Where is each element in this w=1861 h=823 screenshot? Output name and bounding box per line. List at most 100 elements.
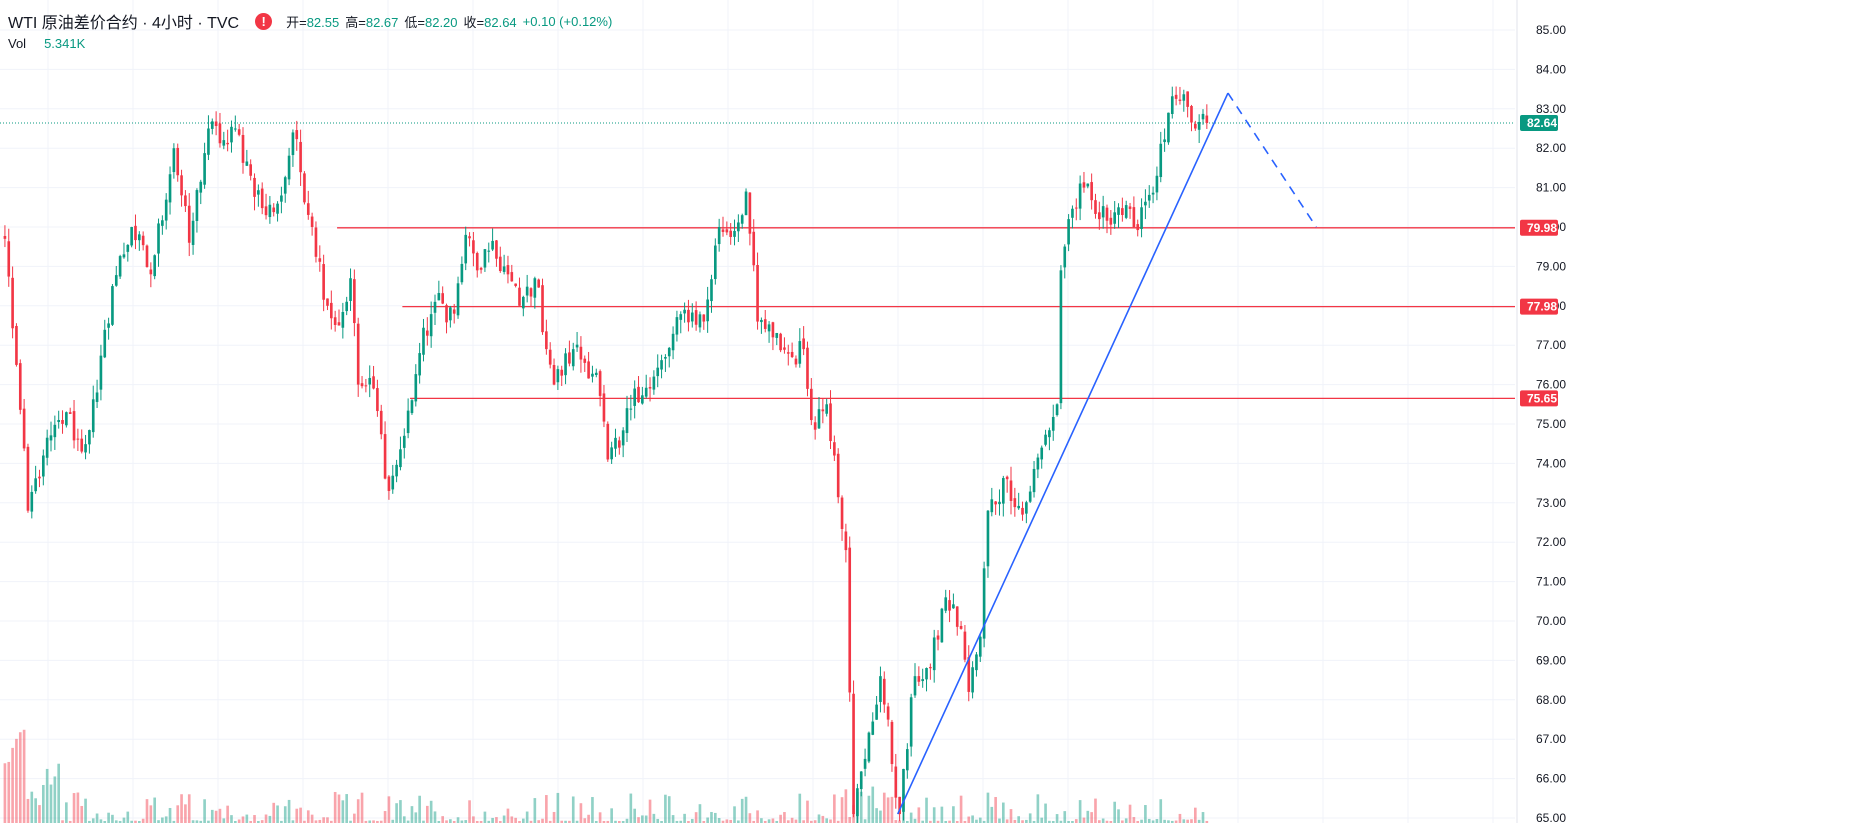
candle-body	[402, 435, 406, 448]
candle-body	[310, 216, 314, 227]
volume-bar	[875, 808, 878, 823]
volume-bar	[1059, 820, 1063, 823]
volume-bar	[280, 820, 283, 823]
volume-bar	[426, 805, 429, 823]
candle-body	[195, 190, 199, 221]
volume-bar	[318, 819, 322, 823]
candle-body	[395, 464, 398, 477]
candle-body	[1059, 270, 1063, 404]
volume-bar	[633, 808, 636, 823]
candle-body	[633, 388, 636, 406]
volume-bar	[917, 807, 921, 823]
candle-body	[548, 349, 552, 365]
volume-bar	[22, 729, 26, 823]
candle-body	[433, 301, 437, 313]
exclamation-alert-icon[interactable]: !	[255, 12, 273, 30]
volume-bar	[368, 820, 372, 823]
volume-bar	[967, 816, 971, 823]
volume-bar	[303, 820, 306, 823]
volume-bar	[406, 820, 410, 823]
candle-body	[786, 352, 790, 354]
volume-bar	[783, 812, 786, 823]
volume-bar	[210, 809, 214, 823]
candle-body	[694, 310, 698, 325]
candle-body	[652, 376, 656, 390]
candle-body	[245, 161, 249, 166]
candle-body	[57, 420, 60, 423]
candle-body	[34, 478, 37, 492]
y-tick-label: 73.00	[1536, 496, 1566, 510]
volume-bar	[929, 820, 932, 823]
candle-body	[810, 388, 813, 421]
level-price-label: 79.98	[1527, 221, 1557, 235]
candle-body	[498, 256, 502, 272]
candle-body	[729, 230, 732, 237]
y-tick-label: 84.00	[1536, 62, 1566, 76]
candle-body	[38, 476, 41, 479]
volume-bar	[1090, 812, 1093, 823]
candle-body	[779, 333, 782, 351]
volume-bar	[306, 810, 310, 823]
volume-bar	[437, 821, 441, 823]
volume-bar	[387, 796, 391, 823]
candle-body	[314, 227, 318, 257]
candle-body	[1101, 206, 1105, 218]
volume-label: Vol	[8, 36, 27, 51]
high-label: 高=	[345, 14, 366, 30]
y-tick-label: 83.00	[1536, 102, 1566, 116]
candle-body	[656, 367, 660, 377]
candle-body	[856, 788, 859, 817]
volume-bar	[429, 800, 433, 823]
volume-bar	[460, 820, 464, 823]
candle-body	[422, 327, 425, 355]
horizontal-levels[interactable]	[0, 122, 1515, 400]
candle-body	[990, 499, 994, 513]
volume-bar	[963, 820, 967, 823]
candle-body	[568, 352, 571, 364]
candle-body	[690, 312, 694, 322]
volume-bar	[356, 799, 360, 823]
candle-body	[829, 403, 832, 442]
volume-bar	[464, 820, 468, 823]
volume-bar	[445, 820, 448, 823]
volume-bar	[598, 812, 602, 823]
volume-bar	[821, 815, 825, 823]
volume-bar	[1136, 820, 1140, 823]
drawings[interactable]	[896, 92, 1317, 815]
volume-bar	[932, 807, 936, 823]
volume-bar	[698, 804, 702, 823]
symbol-title[interactable]: WTI 原油差价合约 · 4小时 · TVC	[8, 15, 240, 32]
volume-bar	[114, 820, 118, 823]
candle-body	[418, 353, 421, 376]
candle-body	[502, 266, 506, 272]
candle-body	[1044, 434, 1047, 445]
volume-bar	[514, 817, 517, 823]
y-tick-label: 77.00	[1536, 338, 1566, 352]
volume-bar	[771, 818, 775, 823]
volume-bar	[1167, 820, 1170, 823]
candle-body	[1028, 491, 1032, 502]
candle-body	[844, 531, 848, 551]
volume-bar	[184, 804, 187, 823]
price-axis[interactable]: 85.0084.0083.0082.0081.0080.0079.0078.00…	[1516, 0, 1861, 823]
volume-bar	[940, 806, 944, 823]
volume-bar	[276, 805, 279, 823]
volume-bar	[230, 815, 233, 823]
volume-bar	[898, 820, 901, 823]
candle-body	[929, 666, 932, 669]
candle-body	[817, 409, 821, 429]
candle-body	[959, 625, 963, 629]
candle-body	[295, 130, 299, 140]
volume-bar	[45, 768, 49, 823]
volume-bar	[1105, 820, 1109, 823]
candle-body	[963, 631, 967, 660]
candle-body	[437, 293, 441, 301]
candle-body	[168, 174, 172, 203]
candle-body	[671, 333, 675, 351]
volume-legend[interactable]: Vol 5.341K	[8, 36, 85, 51]
ohlc-open: 开=82.55	[286, 12, 339, 31]
volume-bar	[364, 820, 368, 823]
volume-bar	[683, 813, 686, 823]
